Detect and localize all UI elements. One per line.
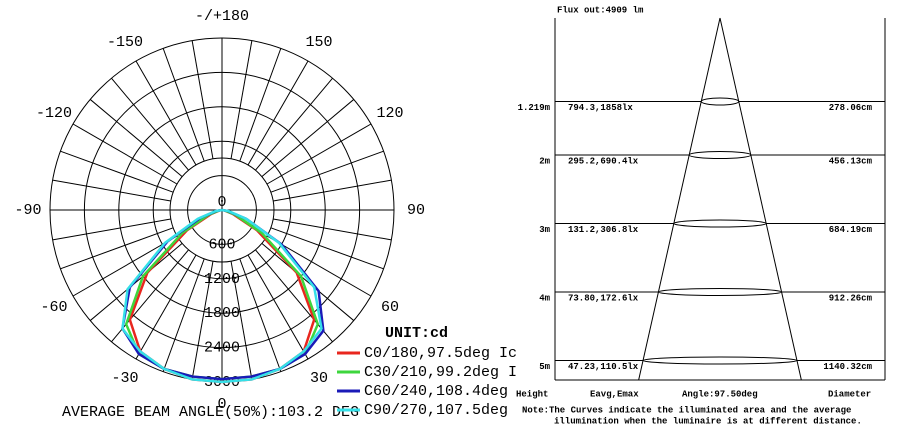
- beam-ellipse: [657, 288, 783, 296]
- spoke: [266, 123, 372, 185]
- diameter-label: 684.19cm: [829, 225, 873, 235]
- unit-label: UNIT:cd: [385, 325, 448, 342]
- angle-label: -/+180: [195, 8, 249, 25]
- spoke: [255, 249, 333, 343]
- beam-ellipse: [673, 219, 767, 228]
- spoke: [162, 258, 205, 372]
- legend-label: C30/210,99.2deg I: [364, 364, 517, 381]
- cone-edge: [638, 17, 721, 381]
- height-label: 2m: [539, 156, 550, 166]
- grid-ring: [118, 106, 326, 314]
- spoke: [261, 99, 355, 177]
- spoke: [247, 254, 309, 360]
- spoke: [60, 227, 174, 270]
- diameter-label: 456.13cm: [829, 156, 873, 166]
- spoke: [273, 179, 392, 202]
- beam-ellipse: [688, 151, 752, 159]
- spoke: [89, 243, 183, 321]
- note: Note:The Curves indicate the illuminated…: [522, 405, 851, 415]
- spoke: [239, 258, 282, 372]
- footer-label: Angle:97.50deg: [682, 389, 758, 399]
- angle-label: -30: [111, 370, 138, 387]
- beam-ellipse: [700, 97, 740, 106]
- note: illumination when the luminaire is at di…: [554, 416, 862, 426]
- footer-label: Diameter: [828, 389, 871, 399]
- spoke: [72, 235, 178, 297]
- spoke: [255, 77, 333, 171]
- diameter-label: 278.06cm: [829, 103, 873, 113]
- beam-angle: AVERAGE BEAM ANGLE(50%):103.2 DEG: [62, 404, 359, 421]
- spoke: [52, 218, 171, 241]
- spoke: [135, 60, 197, 166]
- r-tick-label: 1800: [204, 305, 240, 322]
- angle-label: -150: [107, 34, 143, 51]
- height-label: 3m: [539, 225, 550, 235]
- spoke: [60, 150, 174, 193]
- cone-edge: [719, 17, 802, 381]
- angle-label: 90: [407, 202, 425, 219]
- legend-label: C60/240,108.4deg: [364, 383, 508, 400]
- illuminance: 794.3,1858lx: [568, 103, 633, 113]
- angle-label: -90: [14, 202, 41, 219]
- spoke: [191, 261, 214, 380]
- grid-ring: [83, 71, 361, 349]
- diameter-label: 1140.32cm: [823, 362, 872, 372]
- angle-label: -120: [36, 105, 72, 122]
- spoke: [230, 40, 253, 159]
- grid-ring: [187, 175, 257, 245]
- spoke: [89, 99, 183, 177]
- footer-label: Height: [516, 389, 548, 399]
- spoke: [111, 249, 189, 343]
- footer-label: Eavg,Emax: [590, 389, 639, 399]
- illuminance: 47.23,110.5lx: [568, 362, 639, 372]
- spoke: [239, 48, 282, 162]
- spoke: [72, 123, 178, 185]
- angle-label: -60: [40, 299, 67, 316]
- illuminance: 73.80,172.6lx: [568, 293, 639, 303]
- spoke: [191, 40, 214, 159]
- flux-title: Flux out:4909 lm: [557, 5, 644, 15]
- spoke: [261, 243, 355, 321]
- beam-ellipse: [642, 356, 798, 365]
- spoke: [52, 179, 171, 202]
- curve: [121, 208, 323, 384]
- grid-ring: [152, 140, 292, 280]
- r-tick-label: 2400: [204, 340, 240, 357]
- spoke: [247, 60, 309, 166]
- r-tick-label: 0: [217, 194, 226, 211]
- height-label: 4m: [539, 293, 550, 303]
- spoke: [230, 261, 253, 380]
- legend-label: C0/180,97.5deg Ic: [364, 345, 517, 362]
- height-label: 1.219m: [518, 103, 551, 113]
- angle-label: 60: [381, 299, 399, 316]
- angle-label: 0: [217, 396, 226, 413]
- spoke: [135, 254, 197, 360]
- diameter-label: 912.26cm: [829, 293, 873, 303]
- angle-label: 150: [305, 34, 332, 51]
- r-tick-label: 1200: [204, 271, 240, 288]
- spoke: [111, 77, 189, 171]
- spoke: [270, 150, 384, 193]
- r-tick-label: 600: [208, 236, 235, 253]
- height-label: 5m: [539, 362, 550, 372]
- angle-label: 120: [377, 105, 404, 122]
- illuminance: 131.2,306.8lx: [568, 225, 639, 235]
- spoke: [273, 218, 392, 241]
- illuminance: 295.2,690.4lx: [568, 156, 639, 166]
- angle-label: 30: [310, 370, 328, 387]
- spoke: [270, 227, 384, 270]
- legend-label: C90/270,107.5deg: [364, 402, 508, 419]
- spoke: [162, 48, 205, 162]
